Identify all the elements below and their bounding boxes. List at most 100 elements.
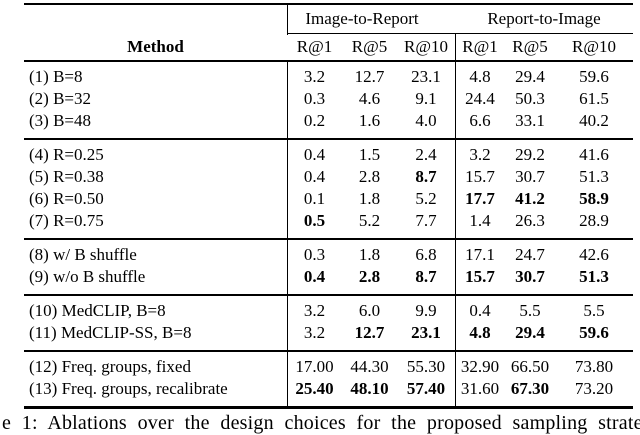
metric-cell: 40.2 (579, 111, 609, 130)
metric-cell: 55.30 (406, 357, 446, 376)
metric-cell: 1.5 (358, 145, 381, 164)
table-section: (8) w/ B shuffle 0.3 1.8 6.8 17.1 24.7 42.6 (9)… (24, 240, 633, 296)
metric-header-r1-i2r: R@1 (296, 37, 333, 56)
table-row: (9) w/o B shuffle 0.4 2.8 8.7 15.7 30.7 51.3 (24, 266, 633, 288)
method-cell: (9) w/o B shuffle (29, 267, 146, 286)
method-cell: (11) MedCLIP-SS, B=8 (29, 323, 192, 342)
metric-cell: 4.6 (358, 89, 381, 108)
table-row: (12) Freq. groups, fixed 17.00 44.30 55.30 3… (24, 356, 633, 378)
method-cell: (1) B=8 (29, 67, 83, 86)
table-row: (11) MedCLIP-SS, B=8 3.2 12.7 23.1 4.8 29.4 59… (24, 322, 633, 344)
metric-cell: 15.7 (465, 267, 495, 286)
metric-cell: 29.2 (515, 145, 545, 164)
metric-cell: 6.8 (415, 245, 437, 264)
metric-cell: 2.4 (415, 145, 437, 164)
metric-cell: 23.1 (411, 323, 441, 342)
metric-cell: 29.4 (515, 323, 545, 342)
metric-cell: 66.50 (510, 357, 550, 376)
metric-cell: 0.4 (303, 145, 326, 164)
metric-cell: 2.8 (358, 267, 381, 286)
table-row: (7) R=0.75 0.5 5.2 7.7 1.4 26.3 28.9 (24, 210, 633, 232)
metric-cell: 32.90 (460, 357, 500, 376)
metric-cell: 0.2 (303, 111, 326, 130)
table-row: (13) Freq. groups, recalibrate 25.40 48.10… (24, 378, 633, 400)
metric-cell: 26.3 (515, 211, 545, 230)
metric-cell: 0.4 (303, 267, 326, 286)
metric-cell: 30.7 (515, 267, 545, 286)
metric-cell: 59.6 (579, 67, 609, 86)
metric-cell: 61.5 (579, 89, 609, 108)
metric-cell: 1.8 (358, 245, 381, 264)
metric-cell: 42.6 (579, 245, 609, 264)
metric-cell: 8.7 (415, 167, 437, 186)
table-section: (10) MedCLIP, B=8 3.2 6.0 9.9 0.4 5.5 5.5 (11) … (24, 296, 633, 352)
metric-cell: 5.2 (358, 211, 381, 230)
table-row: (5) R=0.38 0.4 2.8 8.7 15.7 30.7 51.3 (24, 166, 633, 188)
metric-cell: 41.6 (579, 145, 609, 164)
metric-cell: 0.4 (469, 301, 491, 320)
method-cell: (10) MedCLIP, B=8 (29, 301, 166, 320)
metric-cell: 5.5 (519, 301, 541, 320)
metric-cell: 3.2 (303, 67, 326, 86)
metric-cell: 73.20 (574, 379, 614, 398)
metric-cell: 12.7 (354, 67, 385, 86)
metric-cell: 51.3 (579, 267, 609, 286)
method-cell: (3) B=48 (29, 111, 91, 130)
metric-cell: 6.6 (469, 111, 491, 130)
metric-cell: 57.40 (406, 379, 446, 398)
method-cell: (8) w/ B shuffle (29, 245, 137, 264)
metric-header-row: Method R@1 R@5 R@10 R@1 R@5 R@10 (24, 34, 633, 60)
header-rule (24, 60, 633, 62)
ablation-table: Image-to-Report Report-to-Image Method R… (24, 3, 633, 409)
metric-header-r5-r2i: R@5 (512, 37, 548, 56)
metric-cell: 73.80 (574, 357, 614, 376)
metric-cell: 15.7 (465, 167, 495, 186)
metric-cell: 8.7 (415, 267, 437, 286)
metric-header-r5-i2r: R@5 (351, 37, 388, 56)
metric-cell: 24.4 (465, 89, 495, 108)
metric-cell: 7.7 (415, 211, 437, 230)
metric-cell: 48.10 (350, 379, 389, 398)
metric-cell: 44.30 (350, 357, 389, 376)
table-row: (3) B=48 0.2 1.6 4.0 6.6 33.1 40.2 (24, 110, 633, 132)
metric-cell: 9.1 (415, 89, 437, 108)
metric-cell: 41.2 (515, 189, 545, 208)
table-body: (1) B=8 3.2 12.7 23.1 4.8 29.4 59.6 (2) B=32 0.3… (24, 62, 633, 409)
metric-header-r10-i2r: R@10 (404, 37, 448, 56)
metric-cell: 23.1 (411, 67, 441, 86)
metric-cell: 28.9 (579, 211, 609, 230)
metric-header-r10-r2i: R@10 (572, 37, 616, 56)
metric-cell: 2.8 (358, 167, 381, 186)
table-row: (8) w/ B shuffle 0.3 1.8 6.8 17.1 24.7 42.6 (24, 244, 633, 266)
vertical-rule-method-groups-header (287, 5, 288, 35)
vertical-rule-between-groups (455, 34, 456, 406)
table-row: (4) R=0.25 0.4 1.5 2.4 3.2 29.2 41.6 (24, 144, 633, 166)
metric-cell: 0.3 (303, 245, 326, 264)
metric-cell: 17.00 (295, 357, 334, 376)
table-row: (10) MedCLIP, B=8 3.2 6.0 9.9 0.4 5.5 5.5 (24, 300, 633, 322)
metric-cell: 4.8 (469, 67, 491, 86)
metric-cell: 1.8 (358, 189, 381, 208)
metric-cell: 17.1 (465, 245, 495, 264)
metric-cell: 4.8 (469, 323, 491, 342)
table-section: (1) B=8 3.2 12.7 23.1 4.8 29.4 59.6 (2) B=32 0.3… (24, 62, 633, 140)
table-row: (2) B=32 0.3 4.6 9.1 24.4 50.3 61.5 (24, 88, 633, 110)
table-caption-fragment: e 1: Ablations over the design choices f… (2, 412, 640, 434)
table-row: (1) B=8 3.2 12.7 23.1 4.8 29.4 59.6 (24, 66, 633, 88)
metric-cell: 17.7 (465, 189, 495, 208)
method-cell: (12) Freq. groups, fixed (29, 357, 191, 376)
metric-cell: 50.3 (515, 89, 545, 108)
metric-cell: 58.9 (579, 189, 609, 208)
metric-cell: 0.4 (303, 167, 326, 186)
metric-header-r1-r2i: R@1 (462, 37, 498, 56)
metric-cell: 67.30 (510, 379, 550, 398)
metric-cell: 29.4 (515, 67, 545, 86)
group-header-report-to-image: Report-to-Image (487, 9, 601, 28)
table-section: (12) Freq. groups, fixed 17.00 44.30 55.30 3… (24, 352, 633, 409)
column-group-header-row: Image-to-Report Report-to-Image (24, 5, 633, 33)
metric-cell: 1.6 (358, 111, 381, 130)
method-cell: (13) Freq. groups, recalibrate (29, 379, 228, 398)
metric-cell: 31.60 (460, 379, 500, 398)
table-row: (6) R=0.50 0.1 1.8 5.2 17.7 41.2 58.9 (24, 188, 633, 210)
